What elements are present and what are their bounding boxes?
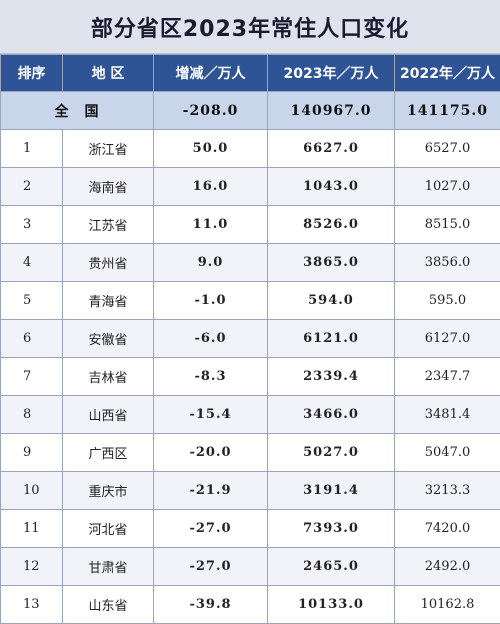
cell-pop2022: 2492.0 xyxy=(395,548,500,586)
cell-region: 山东省 xyxy=(63,586,154,624)
cell-rank: 6 xyxy=(1,320,63,358)
header-row: 排序 地 区 增减／万人 2023年／万人 2022年／万人 xyxy=(1,55,500,92)
cell-pop2022: 3481.4 xyxy=(395,396,500,434)
cell-pop2022: 3213.3 xyxy=(395,472,500,510)
cell-change: -27.0 xyxy=(154,548,268,586)
cell-pop2022: 595.0 xyxy=(395,282,500,320)
cell-change: 16.0 xyxy=(154,168,268,206)
cell-region: 海南省 xyxy=(63,168,154,206)
cell-rank: 3 xyxy=(1,206,63,244)
cell-pop2023: 6121.0 xyxy=(268,320,395,358)
cell-region: 安徽省 xyxy=(63,320,154,358)
total-change: -208.0 xyxy=(154,92,268,130)
cell-rank: 8 xyxy=(1,396,63,434)
cell-pop2023: 1043.0 xyxy=(268,168,395,206)
cell-change: -6.0 xyxy=(154,320,268,358)
cell-pop2022: 10162.8 xyxy=(395,586,500,624)
cell-pop2023: 5027.0 xyxy=(268,434,395,472)
cell-change: -8.3 xyxy=(154,358,268,396)
cell-change: -21.9 xyxy=(154,472,268,510)
cell-region: 江苏省 xyxy=(63,206,154,244)
total-pop2022: 141175.0 xyxy=(395,92,500,130)
page-title: 部分省区2023年常住人口变化 xyxy=(0,0,500,54)
cell-pop2023: 2465.0 xyxy=(268,548,395,586)
header-region: 地 区 xyxy=(63,55,154,92)
cell-pop2023: 594.0 xyxy=(268,282,395,320)
cell-pop2023: 2339.4 xyxy=(268,358,395,396)
cell-change: -20.0 xyxy=(154,434,268,472)
cell-pop2023: 6627.0 xyxy=(268,130,395,168)
total-pop2023: 140967.0 xyxy=(268,92,395,130)
cell-region: 吉林省 xyxy=(63,358,154,396)
cell-region: 山西省 xyxy=(63,396,154,434)
cell-rank: 12 xyxy=(1,548,63,586)
cell-region: 河北省 xyxy=(63,510,154,548)
cell-change: 50.0 xyxy=(154,130,268,168)
cell-pop2022: 6127.0 xyxy=(395,320,500,358)
cell-pop2022: 5047.0 xyxy=(395,434,500,472)
cell-rank: 5 xyxy=(1,282,63,320)
page: 部分省区2023年常住人口变化 排序 地 区 增减／万人 2023年／万人 20… xyxy=(0,0,500,610)
header-pop2022: 2022年／万人 xyxy=(395,55,500,92)
cell-rank: 7 xyxy=(1,358,63,396)
cell-change: 11.0 xyxy=(154,206,268,244)
total-row: 全 国 -208.0 140967.0 141175.0 xyxy=(1,92,500,130)
cell-region: 广西区 xyxy=(63,434,154,472)
cell-pop2023: 3466.0 xyxy=(268,396,395,434)
cell-pop2023: 8526.0 xyxy=(268,206,395,244)
cell-rank: 4 xyxy=(1,244,63,282)
cell-pop2023: 3191.4 xyxy=(268,472,395,510)
cell-region: 重庆市 xyxy=(63,472,154,510)
cell-pop2022: 8515.0 xyxy=(395,206,500,244)
cell-pop2022: 2347.7 xyxy=(395,358,500,396)
cell-change: -39.8 xyxy=(154,586,268,624)
population-table: 排序 地 区 增减／万人 2023年／万人 2022年／万人 全 国 -208.… xyxy=(0,54,500,624)
cell-rank: 9 xyxy=(1,434,63,472)
cell-rank: 10 xyxy=(1,472,63,510)
cell-pop2022: 1027.0 xyxy=(395,168,500,206)
cell-rank: 2 xyxy=(1,168,63,206)
header-pop2023: 2023年／万人 xyxy=(268,55,395,92)
total-label: 全 国 xyxy=(1,92,154,130)
header-rank: 排序 xyxy=(1,55,63,92)
cell-pop2022: 7420.0 xyxy=(395,510,500,548)
cell-rank: 1 xyxy=(1,130,63,168)
cell-change: -15.4 xyxy=(154,396,268,434)
cell-pop2023: 7393.0 xyxy=(268,510,395,548)
cell-change: -27.0 xyxy=(154,510,268,548)
cell-pop2022: 3856.0 xyxy=(395,244,500,282)
cell-pop2023: 10133.0 xyxy=(268,586,395,624)
cell-change: -1.0 xyxy=(154,282,268,320)
cell-pop2023: 3865.0 xyxy=(268,244,395,282)
cell-region: 甘肃省 xyxy=(63,548,154,586)
cell-pop2022: 6527.0 xyxy=(395,130,500,168)
cell-region: 浙江省 xyxy=(63,130,154,168)
cell-rank: 13 xyxy=(1,586,63,624)
cell-region: 青海省 xyxy=(63,282,154,320)
cell-rank: 11 xyxy=(1,510,63,548)
header-change: 增减／万人 xyxy=(154,55,268,92)
cell-change: 9.0 xyxy=(154,244,268,282)
cell-region: 贵州省 xyxy=(63,244,154,282)
